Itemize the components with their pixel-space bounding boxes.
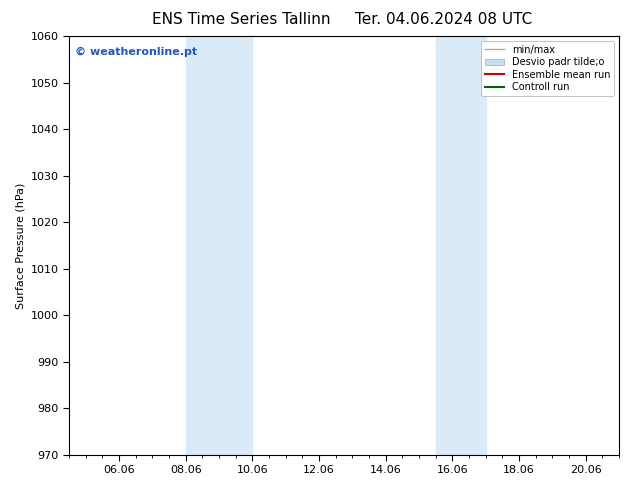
- Legend: min/max, Desvio padr tilde;o, Ensemble mean run, Controll run: min/max, Desvio padr tilde;o, Ensemble m…: [481, 41, 614, 96]
- Text: Ter. 04.06.2024 08 UTC: Ter. 04.06.2024 08 UTC: [355, 12, 533, 27]
- Text: ENS Time Series Tallinn: ENS Time Series Tallinn: [152, 12, 330, 27]
- Bar: [436, 36, 486, 455]
- Text: © weatheronline.pt: © weatheronline.pt: [75, 47, 197, 57]
- Bar: [186, 36, 252, 455]
- Y-axis label: Surface Pressure (hPa): Surface Pressure (hPa): [15, 182, 25, 309]
